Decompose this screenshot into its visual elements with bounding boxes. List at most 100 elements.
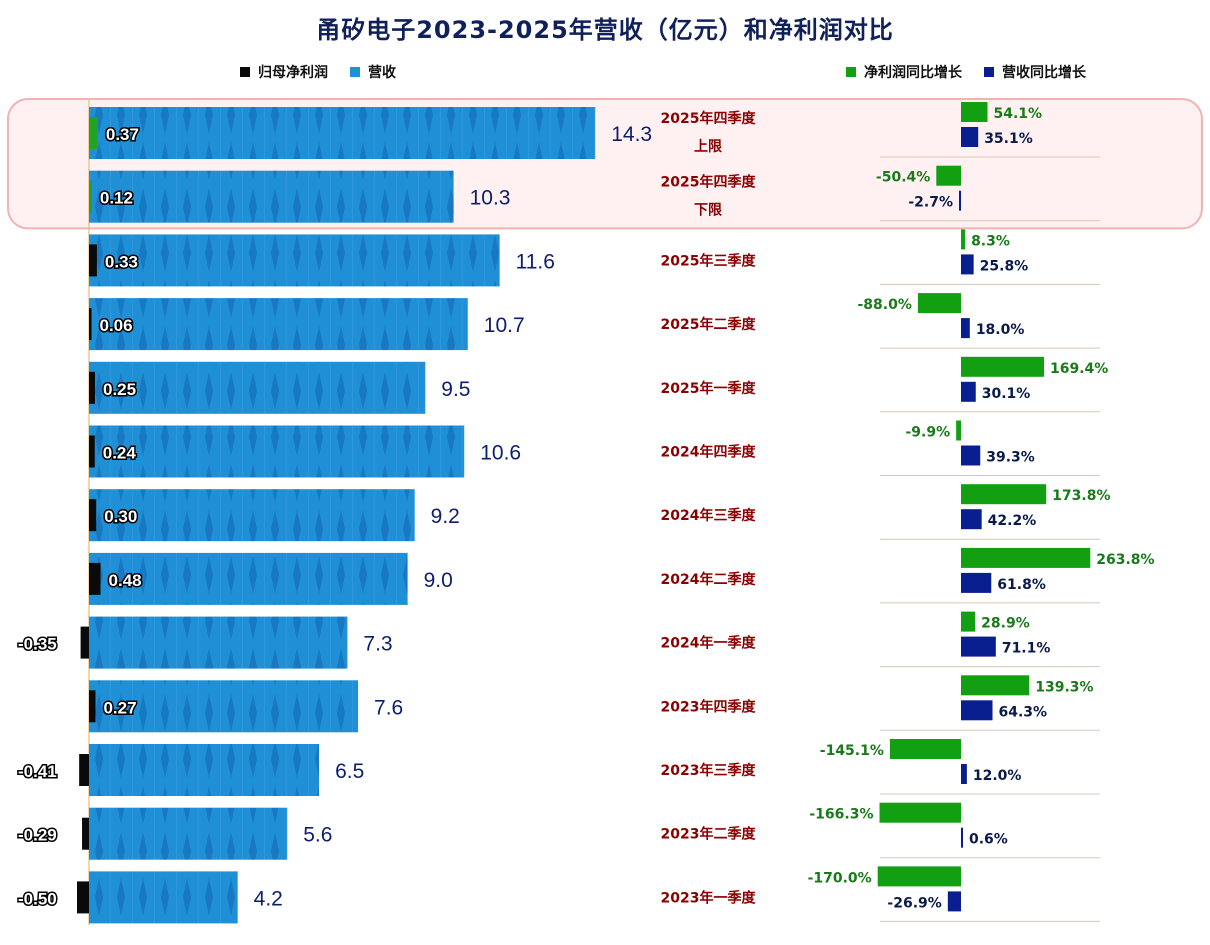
legend-revenue-label: 营收 bbox=[368, 65, 396, 81]
net-profit-value-label: -0.35 bbox=[18, 635, 57, 654]
revenue-yoy-label: 42.2% bbox=[988, 513, 1037, 529]
revenue-yoy-label: 61.8% bbox=[997, 577, 1046, 593]
quarter-label: 2023年二季度 bbox=[661, 826, 757, 843]
profit-yoy-bar bbox=[961, 547, 1091, 568]
revenue-yoy-bar bbox=[961, 254, 974, 275]
net-profit-bar bbox=[89, 308, 92, 341]
profit-yoy-bar bbox=[936, 165, 961, 186]
net-profit-value-label: 0.24 bbox=[103, 444, 137, 463]
profit-yoy-label: -88.0% bbox=[857, 297, 911, 313]
revenue-yoy-label: 30.1% bbox=[982, 386, 1031, 402]
revenue-value-label: 9.2 bbox=[431, 505, 460, 528]
revenue-value-label: 9.5 bbox=[441, 378, 470, 401]
profit-yoy-bar bbox=[961, 356, 1045, 377]
revenue-yoy-label: 25.8% bbox=[980, 258, 1029, 274]
profit-yoy-label: -50.4% bbox=[876, 170, 930, 186]
net-profit-bar bbox=[89, 371, 95, 404]
net-profit-bar bbox=[77, 881, 89, 914]
quarter-label: 2023年四季度 bbox=[661, 698, 757, 715]
net-profit-value-label: 0.25 bbox=[103, 380, 136, 399]
revenue-value-label: 10.6 bbox=[480, 442, 521, 465]
revenue-yoy-bar bbox=[961, 445, 981, 466]
revenue-yoy-label: 71.1% bbox=[1002, 641, 1051, 657]
legend-revenue-swatch bbox=[350, 67, 360, 77]
quarter-label: 2023年一季度 bbox=[661, 889, 757, 906]
net-profit-value-label: 0.33 bbox=[105, 252, 138, 271]
revenue-yoy-bar bbox=[961, 509, 982, 530]
revenue-yoy-bar bbox=[961, 127, 979, 147]
quarter-label: 2024年四季度 bbox=[661, 444, 757, 461]
profit-yoy-label: -145.1% bbox=[820, 743, 884, 759]
net-profit-bar bbox=[89, 117, 98, 149]
quarter-label: 2024年二季度 bbox=[661, 571, 757, 588]
revenue-value-label: 7.6 bbox=[374, 696, 403, 719]
revenue-bar bbox=[89, 234, 500, 287]
net-profit-value-label: -0.50 bbox=[18, 889, 57, 908]
profit-yoy-label: -166.3% bbox=[809, 807, 873, 823]
profit-yoy-bar bbox=[961, 611, 976, 632]
net-profit-bar bbox=[89, 499, 97, 532]
quarter-sublabel: 上限 bbox=[694, 139, 722, 155]
revenue-bar bbox=[89, 744, 320, 796]
profit-yoy-bar bbox=[917, 293, 961, 314]
revenue-yoy-bar bbox=[961, 381, 976, 402]
revenue-yoy-label: 35.1% bbox=[984, 131, 1033, 147]
profit-yoy-bar bbox=[961, 229, 966, 250]
revenue-bar bbox=[89, 552, 408, 605]
revenue-bar bbox=[89, 871, 238, 924]
quarter-label: 2025年四季度 bbox=[661, 174, 757, 191]
revenue-bar bbox=[89, 680, 359, 733]
revenue-bar bbox=[89, 807, 288, 860]
revenue-bar bbox=[89, 489, 415, 542]
profit-yoy-label: -9.9% bbox=[906, 425, 951, 441]
net-profit-bar bbox=[80, 626, 89, 659]
net-profit-bar bbox=[89, 244, 97, 277]
revenue-yoy-label: 0.6% bbox=[969, 832, 1008, 848]
revenue-bar bbox=[89, 361, 426, 414]
net-profit-bar bbox=[89, 435, 95, 468]
quarter-label: 2025年四季度 bbox=[661, 110, 757, 127]
quarter-label: 2025年一季度 bbox=[661, 380, 757, 397]
quarter-label: 2023年三季度 bbox=[661, 762, 757, 779]
net-profit-value-label: -0.29 bbox=[18, 826, 57, 845]
legend-left: 归母净利润 营收 bbox=[240, 62, 418, 82]
legend-net-profit-swatch bbox=[240, 67, 250, 77]
revenue-bar bbox=[89, 170, 454, 223]
revenue-value-label: 14.3 bbox=[611, 123, 652, 146]
net-profit-bar bbox=[82, 817, 89, 850]
revenue-yoy-label: 39.3% bbox=[986, 450, 1035, 466]
net-profit-bar bbox=[79, 754, 89, 786]
revenue-bar bbox=[89, 298, 468, 351]
revenue-yoy-bar bbox=[959, 190, 961, 211]
net-profit-value-label: -0.41 bbox=[18, 762, 57, 781]
revenue-bar bbox=[89, 616, 348, 669]
revenue-value-label: 11.6 bbox=[516, 250, 555, 273]
quarter-label: 2025年二季度 bbox=[661, 316, 757, 333]
revenue-bar bbox=[89, 425, 465, 478]
profit-yoy-label: 169.4% bbox=[1050, 361, 1108, 377]
profit-yoy-bar bbox=[961, 675, 1030, 696]
revenue-yoy-bar bbox=[947, 891, 961, 912]
revenue-value-label: 5.6 bbox=[303, 824, 332, 847]
revenue-yoy-label: 64.3% bbox=[999, 704, 1048, 720]
net-profit-value-label: 0.12 bbox=[100, 189, 133, 208]
profit-yoy-label: 28.9% bbox=[981, 616, 1030, 632]
quarter-label: 2024年一季度 bbox=[661, 635, 757, 652]
profit-yoy-bar bbox=[961, 102, 988, 122]
net-profit-bar bbox=[89, 180, 92, 213]
net-profit-value-label: 0.06 bbox=[100, 316, 133, 335]
revenue-value-label: 4.2 bbox=[254, 887, 283, 910]
profit-yoy-bar bbox=[879, 802, 961, 823]
legend-net-profit-label: 归母净利润 bbox=[258, 65, 328, 81]
revenue-yoy-label: -2.7% bbox=[908, 195, 953, 211]
chart-title: 甬矽电子2023-2025年营收（亿元）和净利润对比 bbox=[316, 16, 894, 44]
revenue-value-label: 10.7 bbox=[484, 314, 525, 337]
profit-yoy-label: 173.8% bbox=[1052, 488, 1110, 504]
net-profit-value-label: 0.30 bbox=[104, 507, 137, 526]
net-profit-value-label: 0.48 bbox=[109, 571, 142, 590]
quarter-label: 2024年三季度 bbox=[661, 507, 757, 524]
revenue-yoy-label: 18.0% bbox=[976, 322, 1025, 338]
legend-profit-yoy-swatch bbox=[846, 67, 856, 77]
profit-yoy-bar bbox=[956, 420, 961, 441]
